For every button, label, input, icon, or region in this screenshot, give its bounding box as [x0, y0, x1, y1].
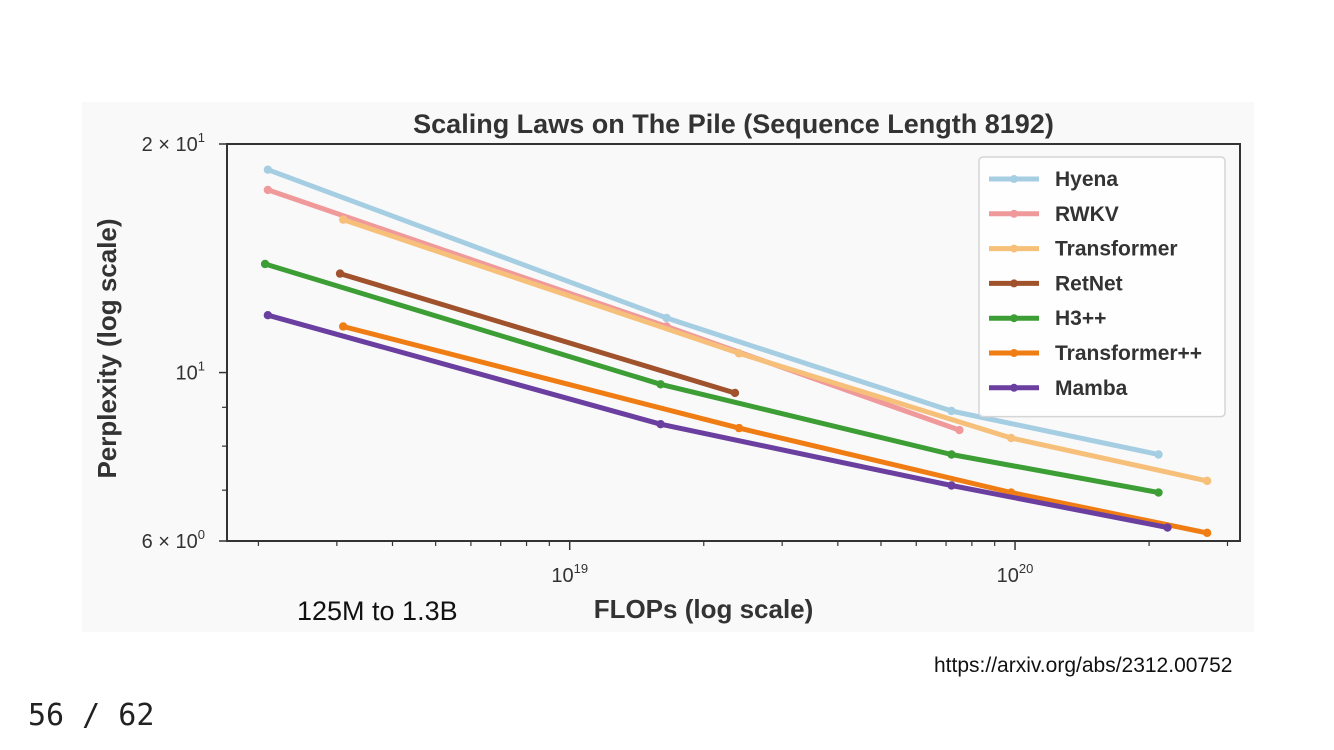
legend-marker	[1010, 279, 1018, 288]
series-line	[337, 271, 738, 396]
legend-box	[978, 156, 1226, 418]
data-point	[734, 349, 744, 358]
chart-title: Scaling Laws on The Pile (Sequence Lengt…	[413, 109, 1054, 139]
scaling-laws-chart: Scaling Laws on The Pile (Sequence Lengt…	[92, 109, 1241, 624]
y-tick-label: 101	[176, 359, 205, 385]
plot-frame	[226, 143, 1241, 542]
data-point	[730, 388, 740, 398]
legend-label: RetNet	[1055, 272, 1123, 295]
legend-label: Transformer	[1055, 238, 1178, 261]
series-mamba	[263, 310, 1172, 532]
x-minor-ticks	[257, 541, 1229, 546]
data-point	[656, 420, 665, 429]
legend: Hyena RWKV Transformer RetNet H3++ Transforme…	[978, 156, 1226, 418]
series-line	[265, 312, 1170, 530]
y-tick-label: 2 × 101	[142, 130, 205, 156]
legend-label: Transformer++	[1055, 342, 1202, 365]
data-point	[263, 165, 273, 174]
data-point	[1154, 450, 1163, 459]
series-h3pp	[260, 259, 1163, 497]
data-point	[955, 425, 964, 435]
y-tick-label: 6 × 100	[142, 527, 205, 553]
data-point	[947, 481, 956, 490]
legend-marker	[1010, 209, 1018, 218]
model-size-annotation: 125M to 1.3B	[297, 596, 458, 626]
legend-marker	[1010, 244, 1018, 253]
data-point	[1202, 476, 1212, 486]
y-axis-label: Perplexity (log scale)	[92, 218, 122, 478]
data-point	[338, 215, 348, 224]
page-counter: 56 / 62	[28, 698, 155, 733]
data-point	[734, 423, 744, 433]
data-point	[263, 310, 273, 320]
series-transformerpp	[338, 322, 1212, 538]
data-point	[335, 269, 345, 278]
legend-label: Mamba	[1055, 377, 1128, 400]
series-line	[340, 217, 1210, 484]
data-point	[263, 185, 273, 195]
figure-panel: Scaling Laws on The Pile (Sequence Lengt…	[82, 102, 1254, 632]
x-tick-label: 1019	[551, 561, 588, 587]
legend-marker	[1010, 175, 1018, 183]
data-point	[1006, 433, 1016, 443]
series-retnet	[335, 269, 740, 398]
x-axis-label: FLOPs (log scale)	[594, 594, 814, 624]
data-point	[656, 380, 665, 389]
series-line	[262, 261, 1161, 495]
series-line	[265, 167, 1161, 457]
series-transformer	[338, 215, 1212, 486]
legend-marker	[1010, 314, 1018, 323]
legend-label: RWKV	[1055, 203, 1119, 226]
data-point	[1163, 523, 1172, 532]
legend-marker	[1010, 349, 1018, 357]
data-point	[662, 313, 671, 323]
series-line	[340, 324, 1210, 536]
data-point	[1202, 528, 1212, 538]
x-tick-label: 1020	[997, 561, 1034, 587]
data-point	[1154, 488, 1163, 497]
data-point	[947, 450, 956, 459]
legend-label: Hyena	[1055, 168, 1118, 191]
source-url[interactable]: https://arxiv.org/abs/2312.00752	[934, 654, 1233, 677]
data-point	[947, 406, 956, 416]
series-hyena	[263, 165, 1163, 459]
data-point	[338, 322, 348, 331]
legend-marker	[1010, 383, 1018, 392]
data-point	[260, 259, 270, 269]
legend-label: H3++	[1055, 307, 1106, 330]
